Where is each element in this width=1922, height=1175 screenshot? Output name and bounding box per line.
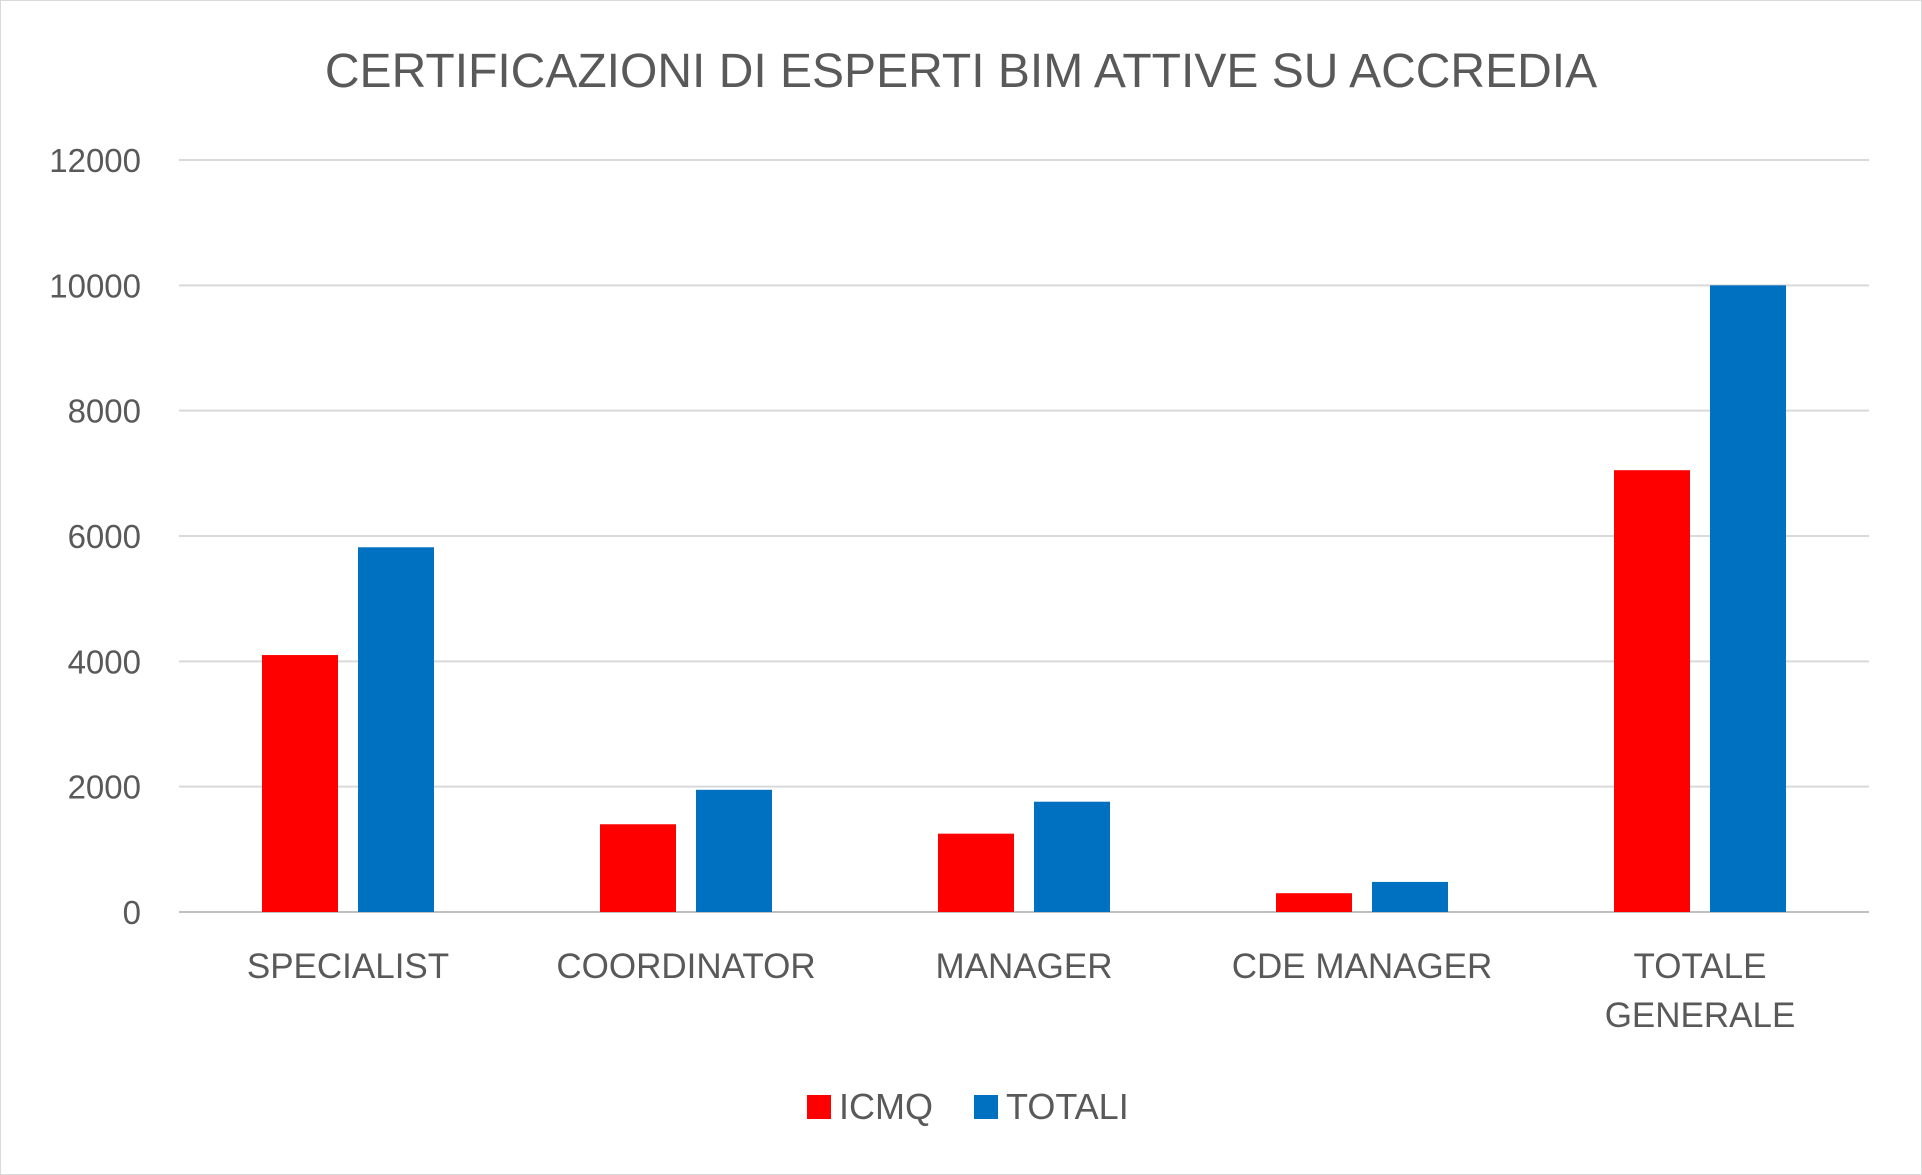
bar-totali-2 [1034, 801, 1110, 912]
x-category-label: SPECIALIST [247, 947, 449, 986]
x-category-label: TOTALE [1634, 947, 1767, 986]
y-tick-label: 4000 [68, 643, 141, 680]
y-tick-label: 12000 [49, 142, 141, 179]
bar-icmq-4 [1614, 470, 1690, 912]
bar-totali-1 [696, 789, 772, 912]
x-category-label: CDE MANAGER [1232, 947, 1493, 986]
legend: ICMQ TOTALI [807, 1086, 1129, 1127]
legend-label-icmq: ICMQ [839, 1086, 933, 1127]
x-category-label: MANAGER [936, 947, 1113, 986]
x-axis-categories: SPECIALIST COORDINATOR MANAGER CDE MANAGER T… [247, 947, 1795, 1035]
y-tick-label: 8000 [68, 393, 141, 430]
bar-totali-3 [1372, 881, 1448, 912]
y-axis-ticks: 0 2000 4000 6000 8000 10000 12000 [49, 142, 141, 931]
y-tick-label: 2000 [68, 769, 141, 806]
bar-icmq-2 [938, 833, 1014, 912]
x-category-label: COORDINATOR [556, 947, 815, 986]
bars [262, 285, 1786, 912]
chart-title: CERTIFICAZIONI DI ESPERTI BIM ATTIVE SU … [325, 45, 1597, 98]
bar-icmq-0 [262, 655, 338, 912]
legend-swatch-totali [974, 1095, 998, 1119]
legend-label-totali: TOTALI [1006, 1086, 1129, 1127]
bar-icmq-3 [1276, 893, 1352, 912]
y-tick-label: 6000 [68, 518, 141, 555]
legend-swatch-icmq [807, 1095, 831, 1119]
gridlines [179, 159, 1869, 913]
y-tick-label: 0 [123, 894, 141, 931]
x-category-label: GENERALE [1605, 996, 1796, 1035]
bar-totali-0 [358, 547, 434, 912]
bar-icmq-1 [600, 824, 676, 912]
bar-totali-4 [1710, 285, 1786, 912]
y-tick-label: 10000 [49, 267, 141, 304]
